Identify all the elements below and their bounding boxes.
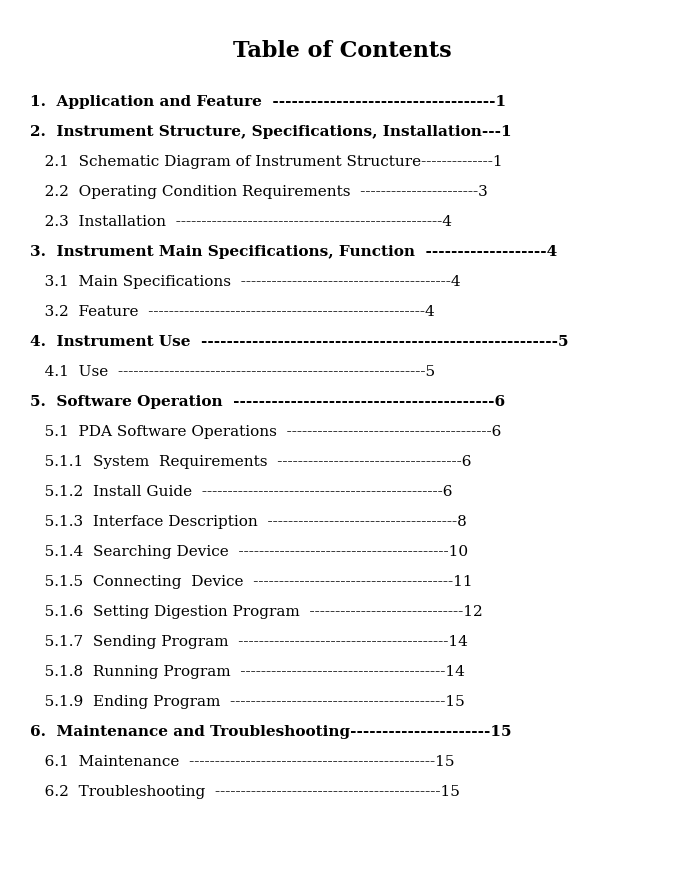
Text: 5.1.1  System  Requirements  ------------------------------------6: 5.1.1 System Requirements --------------…: [30, 455, 471, 469]
Text: 6.1  Maintenance  ------------------------------------------------15: 6.1 Maintenance ------------------------…: [30, 755, 455, 769]
Text: 3.1  Main Specifications  -----------------------------------------4: 3.1 Main Specifications ----------------…: [30, 275, 460, 289]
Text: 5.1.9  Ending Program  ------------------------------------------15: 5.1.9 Ending Program -------------------…: [30, 695, 464, 709]
Text: 4.  Instrument Use  --------------------------------------------------------5: 4. Instrument Use ----------------------…: [30, 335, 569, 349]
Text: 5.1.3  Interface Description  -------------------------------------8: 5.1.3 Interface Description ------------…: [30, 515, 466, 529]
Text: 1.  Application and Feature  -----------------------------------1: 1. Application and Feature -------------…: [30, 95, 506, 109]
Text: 5.1.6  Setting Digestion Program  ------------------------------12: 5.1.6 Setting Digestion Program --------…: [30, 605, 483, 619]
Text: 3.2  Feature  ------------------------------------------------------4: 3.2 Feature ----------------------------…: [30, 305, 435, 319]
Text: 2.2  Operating Condition Requirements  -----------------------3: 2.2 Operating Condition Requirements ---…: [30, 185, 488, 199]
Text: 2.1  Schematic Diagram of Instrument Structure--------------1: 2.1 Schematic Diagram of Instrument Stru…: [30, 155, 503, 169]
Text: Table of Contents: Table of Contents: [233, 40, 452, 62]
Text: 2.3  Installation  ----------------------------------------------------4: 2.3 Installation -----------------------…: [30, 215, 452, 229]
Text: 5.1.4  Searching Device  -----------------------------------------10: 5.1.4 Searching Device -----------------…: [30, 545, 468, 559]
Text: 6.  Maintenance and Troubleshooting----------------------15: 6. Maintenance and Troubleshooting------…: [30, 725, 512, 739]
Text: 5.1.7  Sending Program  -----------------------------------------14: 5.1.7 Sending Program ------------------…: [30, 635, 468, 649]
Text: 2.  Instrument Structure, Specifications, Installation---1: 2. Instrument Structure, Specifications,…: [30, 125, 512, 139]
Text: 5.1  PDA Software Operations  ----------------------------------------6: 5.1 PDA Software Operations ------------…: [30, 425, 501, 439]
Text: 5.1.2  Install Guide  -----------------------------------------------6: 5.1.2 Install Guide --------------------…: [30, 485, 453, 499]
Text: 4.1  Use  ------------------------------------------------------------5: 4.1 Use --------------------------------…: [30, 365, 435, 379]
Text: 5.1.8  Running Program  ----------------------------------------14: 5.1.8 Running Program ------------------…: [30, 665, 465, 679]
Text: 6.2  Troubleshooting  --------------------------------------------15: 6.2 Troubleshooting --------------------…: [30, 785, 460, 799]
Text: 3.  Instrument Main Specifications, Function  -------------------4: 3. Instrument Main Specifications, Funct…: [30, 245, 558, 259]
Text: 5.1.5  Connecting  Device  ---------------------------------------11: 5.1.5 Connecting Device ----------------…: [30, 575, 473, 589]
Text: 5.  Software Operation  -----------------------------------------6: 5. Software Operation ------------------…: [30, 395, 505, 409]
